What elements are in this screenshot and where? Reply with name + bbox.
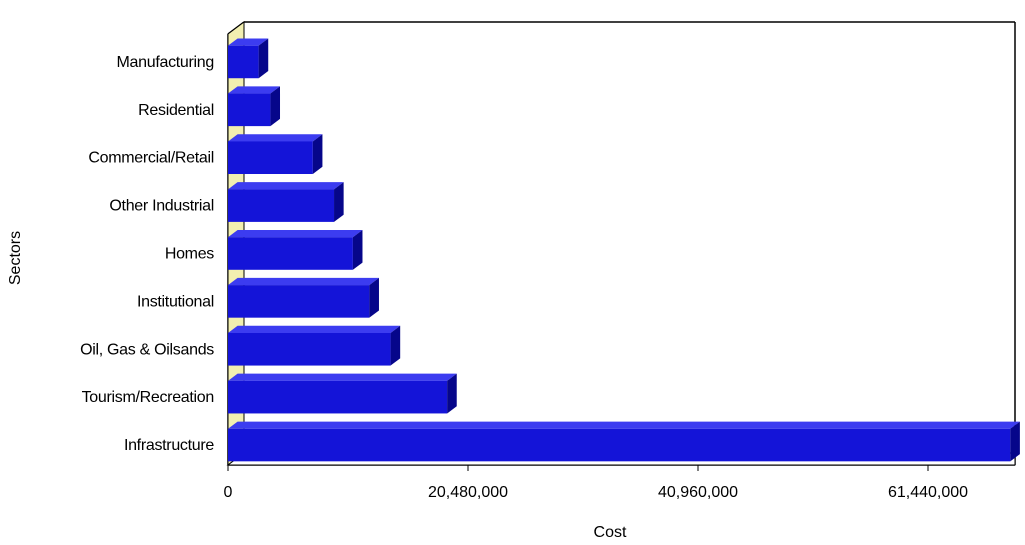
bar-top-face [228,86,281,94]
category-label: Institutional [137,293,214,310]
bar-6 [228,325,401,366]
y-axis-title: Sectors [7,231,24,285]
bar-side-face [390,325,401,366]
category-label: Oil, Gas & Oilsands [80,341,214,358]
bar-top-face [228,277,379,286]
bar-front-face [228,93,271,127]
category-label: Infrastructure [124,437,214,454]
bar-front-face [228,428,1011,462]
x-tick-label: 20,480,000 [428,484,508,501]
category-label: Homes [165,246,214,263]
bar-0 [228,38,269,79]
bar-series [228,38,1020,462]
x-tick-label: 40,960,000 [658,484,738,501]
bar-top-face [228,373,457,381]
category-label: Residential [138,102,214,119]
bar-top-face [228,182,344,190]
bar-1 [228,86,281,127]
bar-top-face [228,134,323,142]
bar-side-face [312,134,323,175]
bar-front-face [228,237,353,270]
bar-top-face [228,421,1020,429]
bar-7 [228,373,457,414]
bar-side-face [270,86,281,127]
bar-5 [228,277,379,318]
bar-3 [228,182,344,222]
x-axis-ticks: 0 20,480,000 40,960,000 61,440,000 [224,465,968,501]
bar-top-face [228,325,401,333]
bar-2 [228,134,323,175]
category-label: Other Industrial [109,198,214,215]
bar-8 [228,421,1020,462]
bar-front-face [228,189,335,222]
category-label: Manufacturing [117,54,215,71]
bar-front-face [228,380,448,414]
category-label: Tourism/Recreation [82,389,214,406]
bar-side-face [352,230,363,270]
bar-side-face [447,373,457,414]
bar-front-face [228,285,370,318]
bar-side-face [258,38,269,79]
x-axis-title: Cost [594,524,627,540]
x-tick-label: 61,440,000 [888,484,968,501]
x-tick-label: 0 [224,484,233,501]
bar-front-face [228,141,313,175]
bar-side-face [1010,421,1020,462]
bar-front-face [228,45,259,79]
bar-side-face [334,182,344,222]
bar-top-face [228,38,269,46]
bar-side-face [369,277,379,318]
bar-4 [228,230,363,270]
bar-front-face [228,332,391,366]
category-label: Commercial/Retail [88,150,214,167]
bar-top-face [228,230,363,238]
category-labels: Manufacturing Residential Commercial/Retai… [80,54,215,454]
